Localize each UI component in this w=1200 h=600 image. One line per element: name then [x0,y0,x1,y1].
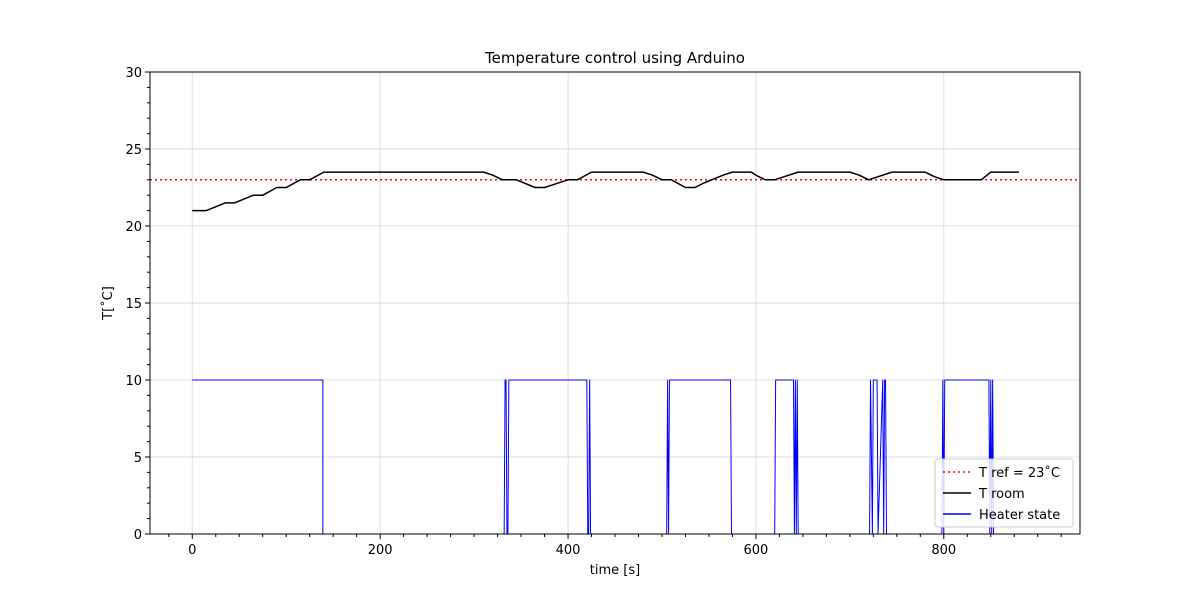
y-tick-label: 20 [125,220,142,235]
plot-area [150,72,1080,534]
x-tick-label: 600 [743,543,768,558]
legend-label: Heater state [979,508,1060,523]
y-axis-label: T[˚C] [100,286,116,321]
x-tick-label: 200 [368,543,393,558]
x-tick-label: 400 [556,543,581,558]
y-tick-label: 30 [125,66,142,81]
y-tick-label: 25 [125,143,142,158]
x-tick-label: 800 [931,543,956,558]
y-tick-label: 0 [134,528,142,543]
x-tick-label: 0 [188,543,196,558]
legend-box [934,458,1074,528]
legend: T ref = 23˚C T room Heater state [934,458,1074,528]
y-tick-label: 10 [125,374,142,389]
minor-ticks [147,86,1062,537]
series-line-1 [192,171,1019,212]
y-axis-ticks: 0 5 10 15 20 25 30 [125,66,150,543]
chart-title: Temperature control using Arduino [484,49,745,67]
legend-label: T ref = 23˚C [978,465,1060,481]
legend-label: T room [978,487,1025,502]
x-axis-label: time [s] [590,563,640,578]
y-tick-label: 5 [134,451,142,466]
x-axis-ticks: 0 200 400 600 800 [188,534,956,558]
y-tick-label: 15 [125,297,142,312]
